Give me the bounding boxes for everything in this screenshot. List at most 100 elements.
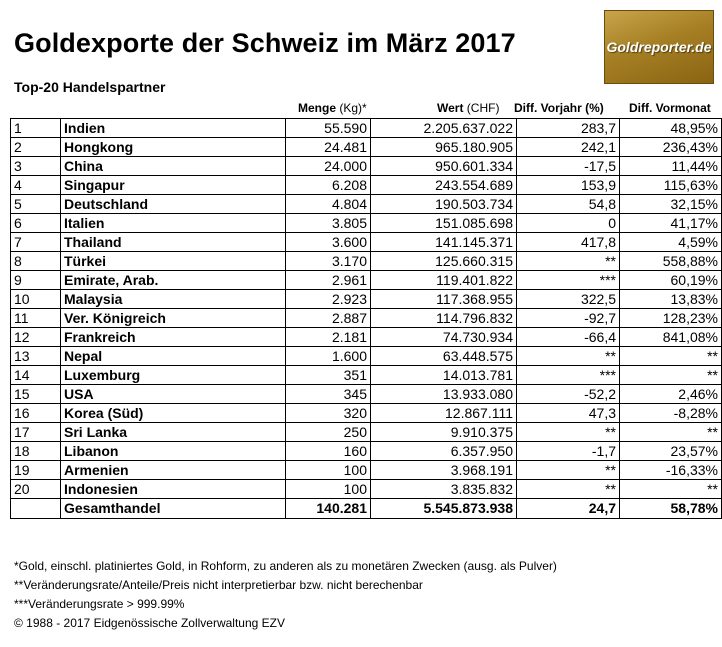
total-vormonat: 58,78% — [619, 498, 722, 519]
wert-cell: 151.085.698 — [370, 213, 517, 233]
vorjahr-cell: ** — [516, 346, 620, 366]
vormonat-cell: 23,57% — [619, 441, 722, 461]
rank-cell: 20 — [10, 479, 61, 499]
table-row: 7 Thailand 3.600 141.145.371 417,8 4,59% — [10, 232, 722, 252]
vormonat-cell: -16,33% — [619, 460, 722, 480]
vorjahr-cell: 283,7 — [516, 118, 620, 138]
vorjahr-cell: -92,7 — [516, 308, 620, 328]
table-row: 13 Nepal 1.600 63.448.575 ** ** — [10, 346, 722, 366]
footnote-copyright: © 1988 - 2017 Eidgenössische Zollverwalt… — [14, 616, 285, 630]
wert-cell: 3.835.832 — [370, 479, 517, 499]
wert-cell: 119.401.822 — [370, 270, 517, 290]
rank-cell: 7 — [10, 232, 61, 252]
vorjahr-cell: 153,9 — [516, 175, 620, 195]
table-row: 9 Emirate, Arab. 2.961 119.401.822 *** 60,19% — [10, 270, 722, 290]
country-cell: USA — [60, 384, 286, 404]
footnote-gold: *Gold, einschl. platiniertes Gold, in Ro… — [14, 559, 557, 573]
table-row: 6 Italien 3.805 151.085.698 0 41,17% — [10, 213, 722, 233]
menge-cell: 100 — [285, 479, 371, 499]
wert-cell: 950.601.334 — [370, 156, 517, 176]
vormonat-cell: 60,19% — [619, 270, 722, 290]
rank-cell: 4 — [10, 175, 61, 195]
total-rank-cell — [10, 498, 61, 519]
wert-cell: 74.730.934 — [370, 327, 517, 347]
wert-cell: 9.910.375 — [370, 422, 517, 442]
table-row: 15 USA 345 13.933.080 -52,2 2,46% — [10, 384, 722, 404]
header-menge-label: Menge — [298, 101, 337, 115]
rank-cell: 5 — [10, 194, 61, 214]
table-row: 3 China 24.000 950.601.334 -17,5 11,44% — [10, 156, 722, 176]
country-cell: Ver. Königreich — [60, 308, 286, 328]
wert-cell: 14.013.781 — [370, 365, 517, 385]
wert-cell: 12.867.111 — [370, 403, 517, 423]
total-label: Gesamthandel — [60, 498, 286, 519]
vormonat-cell: 2,46% — [619, 384, 722, 404]
table-row: 2 Hongkong 24.481 965.180.905 242,1 236,43% — [10, 137, 722, 157]
menge-cell: 3.805 — [285, 213, 371, 233]
header-vormonat: Diff. Vormonat — [629, 101, 711, 115]
table-subtitle: Top-20 Handelspartner — [14, 79, 166, 95]
wert-cell: 13.933.080 — [370, 384, 517, 404]
page-title: Goldexporte der Schweiz im März 2017 — [14, 28, 516, 58]
country-cell: Türkei — [60, 251, 286, 271]
menge-cell: 1.600 — [285, 346, 371, 366]
wert-cell: 114.796.832 — [370, 308, 517, 328]
rank-cell: 18 — [10, 441, 61, 461]
vorjahr-cell: ** — [516, 251, 620, 271]
vorjahr-cell: 54,8 — [516, 194, 620, 214]
header-wert-label: Wert — [437, 101, 464, 115]
country-cell: Libanon — [60, 441, 286, 461]
table-row: 14 Luxemburg 351 14.013.781 *** ** — [10, 365, 722, 385]
footnote-rate: ***Veränderungsrate > 999.99% — [14, 597, 185, 611]
vorjahr-cell: 47,3 — [516, 403, 620, 423]
rank-cell: 6 — [10, 213, 61, 233]
table-row: 8 Türkei 3.170 125.660.315 ** 558,88% — [10, 251, 722, 271]
vorjahr-cell: -1,7 — [516, 441, 620, 461]
vorjahr-cell: ** — [516, 460, 620, 480]
table-row: 11 Ver. Königreich 2.887 114.796.832 -92,7 12… — [10, 308, 722, 328]
country-cell: Italien — [60, 213, 286, 233]
rank-cell: 13 — [10, 346, 61, 366]
total-wert: 5.545.873.938 — [370, 498, 517, 519]
rank-cell: 17 — [10, 422, 61, 442]
table-row: 5 Deutschland 4.804 190.503.734 54,8 32,15% — [10, 194, 722, 214]
total-menge: 140.281 — [285, 498, 371, 519]
rank-cell: 9 — [10, 270, 61, 290]
vormonat-cell: ** — [619, 365, 722, 385]
logo-text: Goldreporter.de — [606, 39, 712, 55]
vormonat-cell: 32,15% — [619, 194, 722, 214]
country-cell: Indonesien — [60, 479, 286, 499]
table-row: 4 Singapur 6.208 243.554.689 153,9 115,63% — [10, 175, 722, 195]
vormonat-cell: 558,88% — [619, 251, 722, 271]
menge-cell: 3.600 — [285, 232, 371, 252]
vorjahr-cell: ** — [516, 479, 620, 499]
exports-table: 1 Indien 55.590 2.205.637.022 283,7 48,95% 2 Ho… — [10, 118, 722, 519]
vormonat-cell: 13,83% — [619, 289, 722, 309]
wert-cell: 117.368.955 — [370, 289, 517, 309]
menge-cell: 3.170 — [285, 251, 371, 271]
vormonat-cell: ** — [619, 346, 722, 366]
menge-cell: 2.923 — [285, 289, 371, 309]
menge-cell: 160 — [285, 441, 371, 461]
vorjahr-cell: 242,1 — [516, 137, 620, 157]
country-cell: Frankreich — [60, 327, 286, 347]
country-cell: Hongkong — [60, 137, 286, 157]
header-vorjahr-label: Diff. Vorjahr (%) — [514, 101, 604, 115]
table-row: 17 Sri Lanka 250 9.910.375 ** ** — [10, 422, 722, 442]
menge-cell: 320 — [285, 403, 371, 423]
table-row: 12 Frankreich 2.181 74.730.934 -66,4 841,08% — [10, 327, 722, 347]
country-cell: Malaysia — [60, 289, 286, 309]
rank-cell: 16 — [10, 403, 61, 423]
vormonat-cell: 128,23% — [619, 308, 722, 328]
rank-cell: 10 — [10, 289, 61, 309]
wert-cell: 2.205.637.022 — [370, 118, 517, 138]
country-cell: China — [60, 156, 286, 176]
vorjahr-cell: 322,5 — [516, 289, 620, 309]
wert-cell: 243.554.689 — [370, 175, 517, 195]
rank-cell: 19 — [10, 460, 61, 480]
table-body: 1 Indien 55.590 2.205.637.022 283,7 48,95% 2 Ho… — [10, 118, 722, 499]
vorjahr-cell: ** — [516, 422, 620, 442]
vorjahr-cell: -66,4 — [516, 327, 620, 347]
footnotes: *Gold, einschl. platiniertes Gold, in Ro… — [14, 557, 557, 633]
total-row: Gesamthandel 140.281 5.545.873.938 24,7 … — [10, 498, 722, 519]
